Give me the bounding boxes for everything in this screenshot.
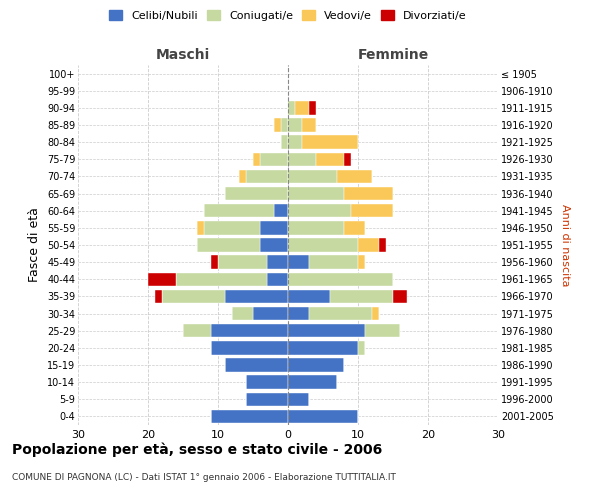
- Bar: [288, 152, 316, 166]
- Bar: [211, 256, 218, 269]
- Bar: [372, 307, 379, 320]
- Bar: [225, 187, 288, 200]
- Bar: [288, 290, 330, 303]
- Bar: [288, 392, 309, 406]
- Bar: [358, 341, 365, 354]
- Bar: [288, 118, 302, 132]
- Bar: [288, 101, 295, 114]
- Bar: [246, 376, 288, 389]
- Bar: [162, 290, 225, 303]
- Bar: [274, 204, 288, 218]
- Bar: [344, 152, 351, 166]
- Bar: [239, 170, 246, 183]
- Bar: [288, 238, 358, 252]
- Bar: [253, 307, 288, 320]
- Bar: [295, 101, 309, 114]
- Y-axis label: Fasce di età: Fasce di età: [28, 208, 41, 282]
- Bar: [253, 152, 260, 166]
- Bar: [232, 307, 253, 320]
- Bar: [288, 170, 337, 183]
- Bar: [211, 324, 288, 338]
- Bar: [288, 324, 365, 338]
- Bar: [211, 410, 288, 423]
- Legend: Celibi/Nubili, Coniugati/e, Vedovi/e, Divorziati/e: Celibi/Nubili, Coniugati/e, Vedovi/e, Di…: [107, 8, 469, 24]
- Bar: [351, 204, 393, 218]
- Y-axis label: Anni di nascita: Anni di nascita: [560, 204, 571, 286]
- Bar: [281, 136, 288, 149]
- Bar: [365, 324, 400, 338]
- Bar: [246, 392, 288, 406]
- Bar: [218, 256, 267, 269]
- Bar: [358, 256, 365, 269]
- Bar: [316, 152, 344, 166]
- Bar: [260, 238, 288, 252]
- Bar: [288, 410, 358, 423]
- Bar: [288, 341, 358, 354]
- Bar: [260, 221, 288, 234]
- Bar: [197, 238, 260, 252]
- Bar: [288, 358, 344, 372]
- Bar: [344, 187, 393, 200]
- Bar: [204, 204, 274, 218]
- Bar: [204, 221, 260, 234]
- Bar: [309, 256, 358, 269]
- Bar: [288, 272, 393, 286]
- Bar: [274, 118, 281, 132]
- Bar: [358, 238, 379, 252]
- Bar: [288, 204, 351, 218]
- Bar: [288, 376, 337, 389]
- Bar: [197, 221, 204, 234]
- Bar: [330, 290, 393, 303]
- Bar: [302, 136, 358, 149]
- Bar: [267, 256, 288, 269]
- Bar: [211, 341, 288, 354]
- Bar: [183, 324, 211, 338]
- Text: Femmine: Femmine: [358, 48, 428, 62]
- Bar: [288, 307, 309, 320]
- Bar: [260, 152, 288, 166]
- Bar: [176, 272, 267, 286]
- Bar: [344, 221, 365, 234]
- Bar: [379, 238, 386, 252]
- Bar: [309, 101, 316, 114]
- Bar: [267, 272, 288, 286]
- Bar: [302, 118, 316, 132]
- Bar: [337, 170, 372, 183]
- Bar: [225, 290, 288, 303]
- Bar: [288, 256, 309, 269]
- Bar: [393, 290, 407, 303]
- Bar: [281, 118, 288, 132]
- Bar: [155, 290, 162, 303]
- Text: Popolazione per età, sesso e stato civile - 2006: Popolazione per età, sesso e stato civil…: [12, 442, 382, 457]
- Text: COMUNE DI PAGNONA (LC) - Dati ISTAT 1° gennaio 2006 - Elaborazione TUTTITALIA.IT: COMUNE DI PAGNONA (LC) - Dati ISTAT 1° g…: [12, 472, 396, 482]
- Bar: [288, 221, 344, 234]
- Text: Maschi: Maschi: [156, 48, 210, 62]
- Bar: [225, 358, 288, 372]
- Bar: [309, 307, 372, 320]
- Bar: [148, 272, 176, 286]
- Bar: [288, 187, 344, 200]
- Bar: [246, 170, 288, 183]
- Bar: [288, 136, 302, 149]
